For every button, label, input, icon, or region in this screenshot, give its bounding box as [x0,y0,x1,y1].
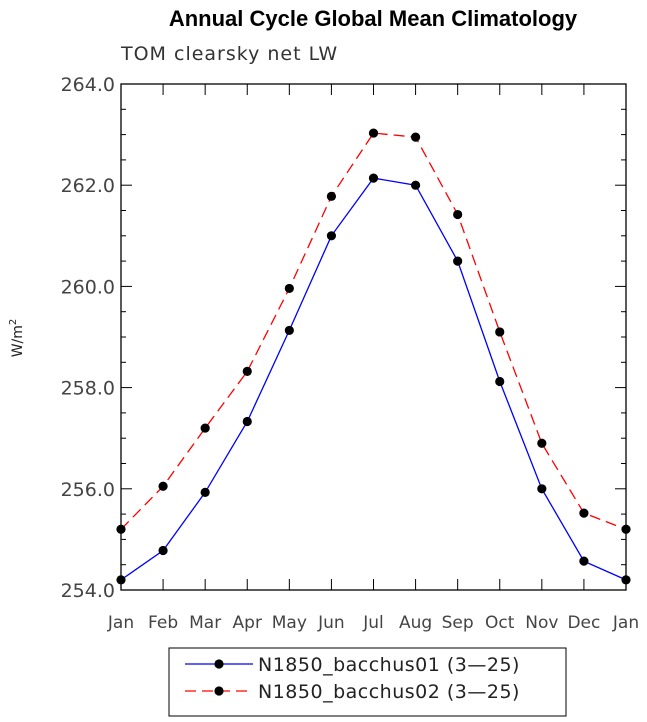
y-tick-label: 256.0 [61,479,115,501]
y-tick-label: 260.0 [61,276,115,298]
series-2-point [284,283,294,294]
legend-marker-1 [214,659,224,669]
x-tick-label: Aug [399,613,432,633]
y-tick-label: 262.0 [61,175,115,197]
legend-box [168,647,567,717]
series-2-point [410,132,421,142]
x-tick-label: May [272,613,307,633]
x-tick-label: Dec [567,613,600,633]
legend-label-2: N1850_bacchus02 (3—25) [258,681,520,703]
series-1-point [242,416,252,427]
plot-frame [120,83,627,591]
legend: N1850_bacchus01 (3—25) N1850_bacchus02 (3… [168,647,567,717]
y-axis-label-superscript: 2 [8,319,19,325]
y-tick-label: 254.0 [61,580,115,602]
x-tick-label: Jul [362,613,384,633]
legend-marker-2 [214,686,224,696]
series-1-point [537,484,547,494]
series-2-point [368,128,379,138]
chart-title: Annual Cycle Global Mean Climatology [169,6,578,31]
series-1-point [200,487,210,497]
x-tick-label: Mar [189,613,221,633]
y-axis-label: W/m2 [8,319,26,358]
series-1-point [621,575,631,585]
series-1-point [368,173,379,183]
series-2-point [537,438,547,448]
y-tick-label: 264.0 [61,74,115,96]
chart-subtitle: TOM clearsky net LW [120,43,338,65]
x-tick-label: Jan [612,613,639,633]
x-tick-label: Oct [485,613,515,633]
plot-area: 254.0 256.0 258.0 260.0 262.0 264.0 Jan Feb Mar A… [61,74,640,633]
series-2-point [326,191,337,201]
series-line-2 [120,132,627,530]
x-tick-label: Apr [233,613,262,633]
series-2-point [453,209,463,220]
series-1-point [326,231,337,241]
series-2-point [116,524,126,534]
series-2-point [200,423,210,433]
series-1-point [495,376,505,387]
x-tick-label: Jan [107,613,134,633]
x-tick-label: Nov [525,613,558,633]
series-2-point [242,366,252,377]
series-1-point [284,325,294,336]
series-2-point [158,481,168,491]
y-axis-label-text: W/m [10,325,26,357]
y-tick-label: 258.0 [61,378,115,400]
x-tick-label: Jun [317,613,345,633]
series-line-1 [120,177,627,581]
legend-label-1: N1850_bacchus01 (3—25) [258,654,520,676]
x-tick-label: Sep [442,613,474,633]
x-tick-label: Feb [148,613,178,633]
series-1-point [579,556,589,566]
series-1-point [158,545,168,556]
series-2-point [579,508,589,518]
series-2-point [621,524,631,534]
series-1-point [116,575,126,585]
series-2-point [495,327,505,337]
series-1-point [453,256,463,266]
series-1-point [410,180,421,190]
